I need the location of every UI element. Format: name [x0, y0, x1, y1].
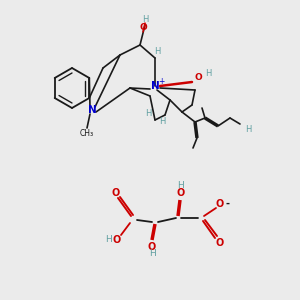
Text: -: -	[226, 199, 230, 209]
Text: H: H	[106, 236, 112, 244]
Text: H: H	[205, 68, 211, 77]
Text: N: N	[88, 105, 96, 115]
Text: N: N	[151, 81, 159, 91]
Text: H: H	[142, 16, 148, 25]
Text: O: O	[194, 74, 202, 82]
Text: +: +	[158, 76, 164, 85]
Text: H: H	[178, 182, 184, 190]
Text: O: O	[216, 199, 224, 209]
Text: O: O	[139, 22, 147, 32]
Text: CH₃: CH₃	[80, 130, 94, 139]
Text: H: H	[148, 250, 155, 259]
Text: H: H	[245, 125, 251, 134]
Text: O: O	[113, 235, 121, 245]
Text: O: O	[112, 188, 120, 198]
Text: O: O	[216, 238, 224, 248]
Text: O: O	[148, 242, 156, 252]
Text: H: H	[145, 109, 151, 118]
Text: O: O	[177, 188, 185, 198]
Text: H: H	[159, 118, 165, 127]
Text: H: H	[154, 47, 160, 56]
